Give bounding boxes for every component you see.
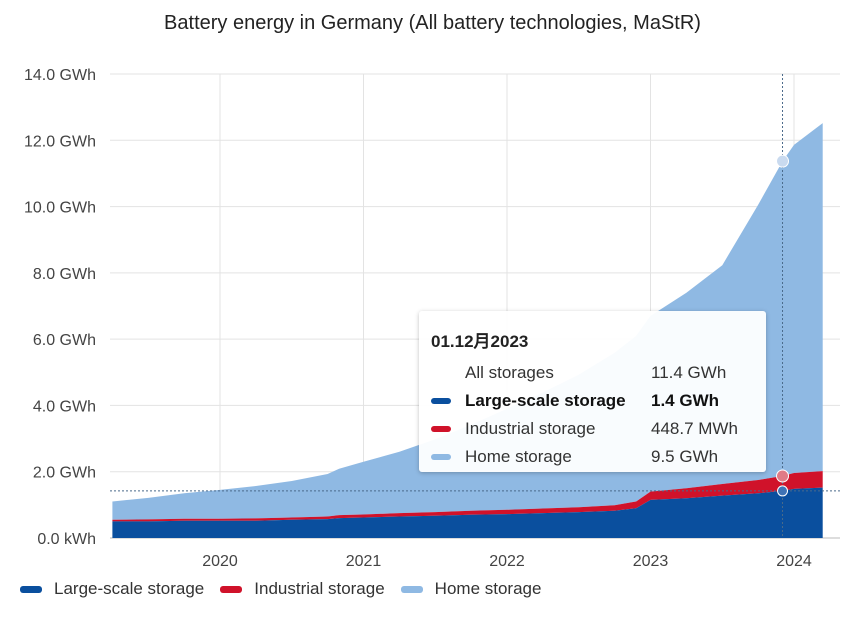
chart-tooltip: 01.12月2023 All storages 11.4 GWh Large-s… (419, 311, 766, 472)
y-tick-label: 14.0 GWh (24, 67, 96, 84)
x-tick-label: 2024 (776, 553, 812, 570)
area-industrial (112, 471, 823, 522)
legend-label: Home storage (434, 579, 542, 598)
tooltip-value: 11.4 GWh (651, 363, 727, 382)
tooltip-swatch-large (431, 398, 451, 404)
tooltip-label: Large-scale storage (465, 391, 626, 410)
x-tick-label: 2023 (633, 553, 669, 570)
legend-label: Large-scale storage (54, 579, 205, 598)
tooltip-row-industrial: Industrial storage 448.7 MWh (431, 415, 754, 443)
legend-item-industrial[interactable]: Industrial storage (220, 579, 385, 599)
chart-title: Battery energy in Germany (All battery t… (164, 12, 701, 34)
legend-item-home[interactable]: Home storage (400, 579, 542, 599)
y-tick-label: 2.0 GWh (33, 465, 96, 482)
y-tick-label: 4.0 GWh (33, 398, 96, 415)
tooltip-swatch-home (431, 454, 451, 460)
y-tick-label: 12.0 GWh (24, 133, 96, 150)
tooltip-value: 1.4 GWh (651, 391, 720, 410)
tooltip-swatch-all (431, 370, 451, 376)
y-tick-label: 8.0 GWh (33, 266, 96, 283)
tooltip-swatch-industrial (431, 426, 451, 432)
marker-large-scale (777, 485, 789, 497)
y-tick-label: 10.0 GWh (24, 200, 96, 217)
marker-home (776, 154, 790, 168)
x-tick-label: 2022 (489, 553, 525, 570)
area-large-scale (112, 487, 823, 538)
tooltip-value: 448.7 MWh (651, 419, 738, 438)
x-tick-label: 2020 (202, 553, 238, 570)
tooltip-row-large: Large-scale storage 1.4 GWh (431, 387, 754, 415)
y-tick-label: 6.0 GWh (33, 332, 96, 349)
x-tick-label: 2021 (346, 553, 382, 570)
legend-swatch-industrial (220, 585, 243, 593)
tooltip-row-all: All storages 11.4 GWh (431, 359, 754, 387)
tooltip-label: All storages (465, 363, 554, 382)
chart-legend: Large-scale storage Industrial storage H… (20, 579, 557, 599)
legend-swatch-home (400, 585, 423, 593)
marker-industrial (776, 469, 790, 483)
tooltip-value: 9.5 GWh (651, 447, 719, 466)
tooltip-label: Industrial storage (465, 419, 596, 438)
tooltip-label: Home storage (465, 447, 572, 466)
legend-item-large[interactable]: Large-scale storage (20, 579, 204, 599)
legend-swatch-large (20, 585, 42, 593)
tooltip-date: 01.12月2023 (431, 332, 529, 351)
tooltip-row-home: Home storage 9.5 GWh (431, 443, 754, 471)
legend-label: Industrial storage (254, 579, 385, 598)
y-tick-label: 0.0 kWh (37, 531, 96, 548)
